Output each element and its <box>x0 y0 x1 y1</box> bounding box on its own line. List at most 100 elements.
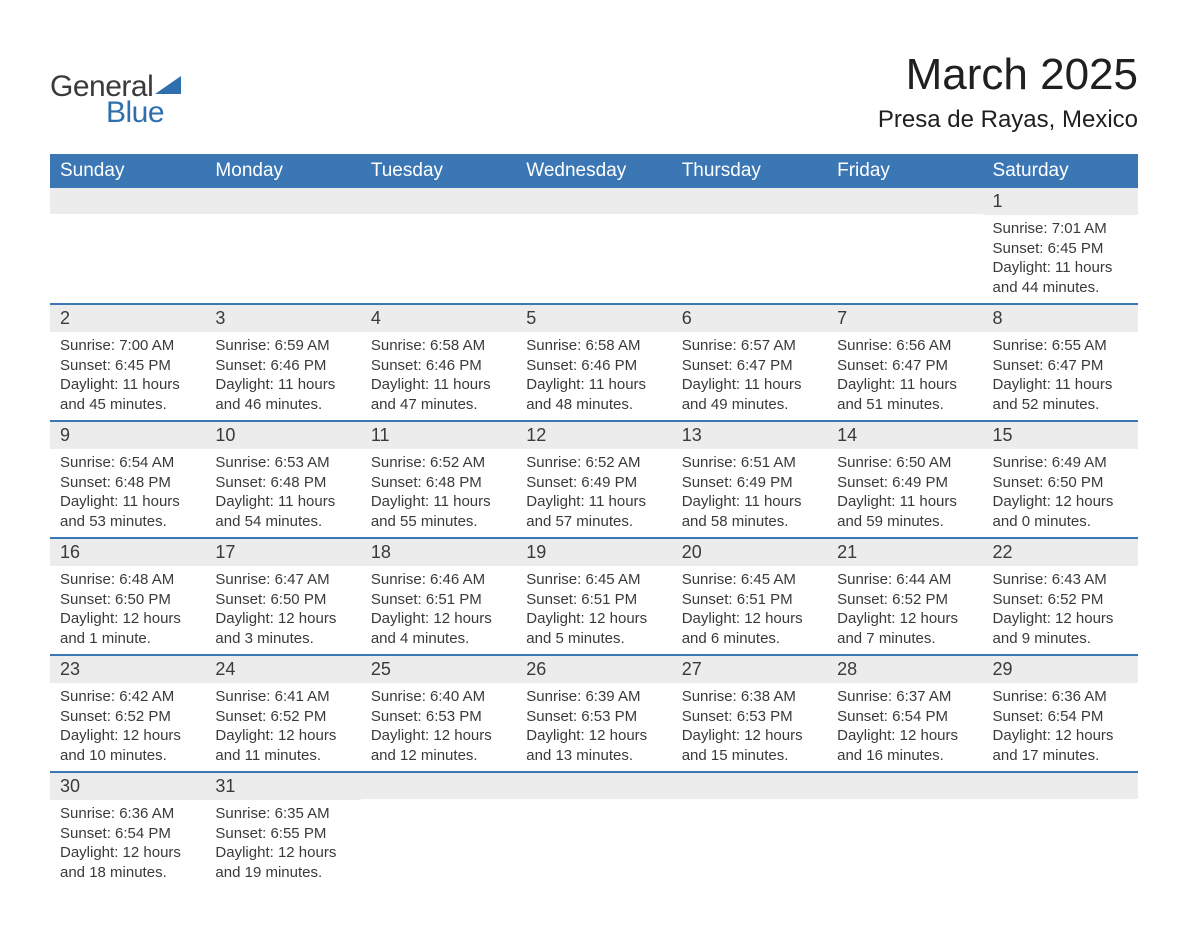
day-details: Sunrise: 6:52 AMSunset: 6:49 PMDaylight:… <box>516 449 671 537</box>
day-details: Sunrise: 6:45 AMSunset: 6:51 PMDaylight:… <box>516 566 671 654</box>
sunrise-line: Sunrise: 6:38 AM <box>682 687 817 707</box>
daylight-line: Daylight: 12 hours and 15 minutes. <box>682 726 817 765</box>
day-details: Sunrise: 6:39 AMSunset: 6:53 PMDaylight:… <box>516 683 671 771</box>
day-number: 21 <box>827 539 982 566</box>
calendar-day: 12Sunrise: 6:52 AMSunset: 6:49 PMDayligh… <box>516 421 671 538</box>
day-number: 14 <box>827 422 982 449</box>
day-details: Sunrise: 6:54 AMSunset: 6:48 PMDaylight:… <box>50 449 205 537</box>
day-number: 1 <box>983 188 1138 215</box>
sunrise-line: Sunrise: 6:40 AM <box>371 687 506 707</box>
day-number: 23 <box>50 656 205 683</box>
day-number: 26 <box>516 656 671 683</box>
sunset-line: Sunset: 6:51 PM <box>526 590 661 610</box>
sunset-line: Sunset: 6:54 PM <box>837 707 972 727</box>
calendar-day: 7Sunrise: 6:56 AMSunset: 6:47 PMDaylight… <box>827 304 982 421</box>
day-number: 12 <box>516 422 671 449</box>
daylight-line: Daylight: 12 hours and 7 minutes. <box>837 609 972 648</box>
calendar-day: 21Sunrise: 6:44 AMSunset: 6:52 PMDayligh… <box>827 538 982 655</box>
header: General Blue March 2025 Presa de Rayas, … <box>50 50 1138 134</box>
sunset-line: Sunset: 6:53 PM <box>682 707 817 727</box>
daylight-line: Daylight: 12 hours and 12 minutes. <box>371 726 506 765</box>
calendar-week: 23Sunrise: 6:42 AMSunset: 6:52 PMDayligh… <box>50 655 1138 772</box>
empty-day-number <box>983 773 1138 799</box>
day-details: Sunrise: 6:42 AMSunset: 6:52 PMDaylight:… <box>50 683 205 771</box>
sunset-line: Sunset: 6:48 PM <box>371 473 506 493</box>
weekday-header: Monday <box>205 154 360 188</box>
day-number: 24 <box>205 656 360 683</box>
day-details: Sunrise: 6:56 AMSunset: 6:47 PMDaylight:… <box>827 332 982 420</box>
calendar-day: 24Sunrise: 6:41 AMSunset: 6:52 PMDayligh… <box>205 655 360 772</box>
calendar-day: 15Sunrise: 6:49 AMSunset: 6:50 PMDayligh… <box>983 421 1138 538</box>
day-details: Sunrise: 6:43 AMSunset: 6:52 PMDaylight:… <box>983 566 1138 654</box>
daylight-line: Daylight: 11 hours and 53 minutes. <box>60 492 195 531</box>
day-details: Sunrise: 6:58 AMSunset: 6:46 PMDaylight:… <box>516 332 671 420</box>
calendar-day: 13Sunrise: 6:51 AMSunset: 6:49 PMDayligh… <box>672 421 827 538</box>
calendar-day: 28Sunrise: 6:37 AMSunset: 6:54 PMDayligh… <box>827 655 982 772</box>
calendar-day: 17Sunrise: 6:47 AMSunset: 6:50 PMDayligh… <box>205 538 360 655</box>
sunset-line: Sunset: 6:48 PM <box>60 473 195 493</box>
day-number: 29 <box>983 656 1138 683</box>
day-details: Sunrise: 6:53 AMSunset: 6:48 PMDaylight:… <box>205 449 360 537</box>
sunrise-line: Sunrise: 6:45 AM <box>682 570 817 590</box>
calendar-empty <box>827 188 982 304</box>
calendar-empty <box>516 772 671 888</box>
empty-day-number <box>672 188 827 214</box>
sunset-line: Sunset: 6:50 PM <box>993 473 1128 493</box>
weekday-header: Saturday <box>983 154 1138 188</box>
empty-day-number <box>516 773 671 799</box>
daylight-line: Daylight: 12 hours and 11 minutes. <box>215 726 350 765</box>
calendar-empty <box>50 188 205 304</box>
calendar-day: 31Sunrise: 6:35 AMSunset: 6:55 PMDayligh… <box>205 772 360 888</box>
calendar-day: 9Sunrise: 6:54 AMSunset: 6:48 PMDaylight… <box>50 421 205 538</box>
sunrise-line: Sunrise: 6:37 AM <box>837 687 972 707</box>
sunrise-line: Sunrise: 6:52 AM <box>371 453 506 473</box>
sunset-line: Sunset: 6:47 PM <box>993 356 1128 376</box>
day-number: 15 <box>983 422 1138 449</box>
calendar-day: 22Sunrise: 6:43 AMSunset: 6:52 PMDayligh… <box>983 538 1138 655</box>
sunrise-line: Sunrise: 6:44 AM <box>837 570 972 590</box>
day-details: Sunrise: 6:37 AMSunset: 6:54 PMDaylight:… <box>827 683 982 771</box>
calendar-empty <box>361 188 516 304</box>
day-details: Sunrise: 6:47 AMSunset: 6:50 PMDaylight:… <box>205 566 360 654</box>
sunset-line: Sunset: 6:46 PM <box>215 356 350 376</box>
day-number: 18 <box>361 539 516 566</box>
day-number: 19 <box>516 539 671 566</box>
day-details: Sunrise: 6:52 AMSunset: 6:48 PMDaylight:… <box>361 449 516 537</box>
sunrise-line: Sunrise: 6:42 AM <box>60 687 195 707</box>
sunrise-line: Sunrise: 6:35 AM <box>215 804 350 824</box>
sunrise-line: Sunrise: 6:36 AM <box>60 804 195 824</box>
sunset-line: Sunset: 6:47 PM <box>837 356 972 376</box>
sunrise-line: Sunrise: 6:53 AM <box>215 453 350 473</box>
calendar-week: 1Sunrise: 7:01 AMSunset: 6:45 PMDaylight… <box>50 188 1138 304</box>
calendar-day: 25Sunrise: 6:40 AMSunset: 6:53 PMDayligh… <box>361 655 516 772</box>
calendar-page: General Blue March 2025 Presa de Rayas, … <box>50 50 1138 888</box>
day-details: Sunrise: 6:44 AMSunset: 6:52 PMDaylight:… <box>827 566 982 654</box>
sunset-line: Sunset: 6:46 PM <box>371 356 506 376</box>
daylight-line: Daylight: 11 hours and 48 minutes. <box>526 375 661 414</box>
empty-day-number <box>50 188 205 214</box>
calendar-header-row: SundayMondayTuesdayWednesdayThursdayFrid… <box>50 154 1138 188</box>
day-number: 6 <box>672 305 827 332</box>
day-details: Sunrise: 6:35 AMSunset: 6:55 PMDaylight:… <box>205 800 360 888</box>
calendar-day: 6Sunrise: 6:57 AMSunset: 6:47 PMDaylight… <box>672 304 827 421</box>
sunset-line: Sunset: 6:54 PM <box>60 824 195 844</box>
sunrise-line: Sunrise: 6:56 AM <box>837 336 972 356</box>
daylight-line: Daylight: 12 hours and 18 minutes. <box>60 843 195 882</box>
weekday-header: Wednesday <box>516 154 671 188</box>
daylight-line: Daylight: 11 hours and 57 minutes. <box>526 492 661 531</box>
daylight-line: Daylight: 11 hours and 46 minutes. <box>215 375 350 414</box>
calendar-day: 18Sunrise: 6:46 AMSunset: 6:51 PMDayligh… <box>361 538 516 655</box>
weekday-header: Friday <box>827 154 982 188</box>
sunrise-line: Sunrise: 6:57 AM <box>682 336 817 356</box>
day-number: 31 <box>205 773 360 800</box>
sunrise-line: Sunrise: 6:51 AM <box>682 453 817 473</box>
day-details: Sunrise: 7:00 AMSunset: 6:45 PMDaylight:… <box>50 332 205 420</box>
sunset-line: Sunset: 6:45 PM <box>993 239 1128 259</box>
empty-day-number <box>827 188 982 214</box>
calendar-empty <box>205 188 360 304</box>
empty-day-number <box>827 773 982 799</box>
daylight-line: Daylight: 12 hours and 19 minutes. <box>215 843 350 882</box>
calendar-day: 14Sunrise: 6:50 AMSunset: 6:49 PMDayligh… <box>827 421 982 538</box>
empty-day-number <box>672 773 827 799</box>
day-number: 11 <box>361 422 516 449</box>
